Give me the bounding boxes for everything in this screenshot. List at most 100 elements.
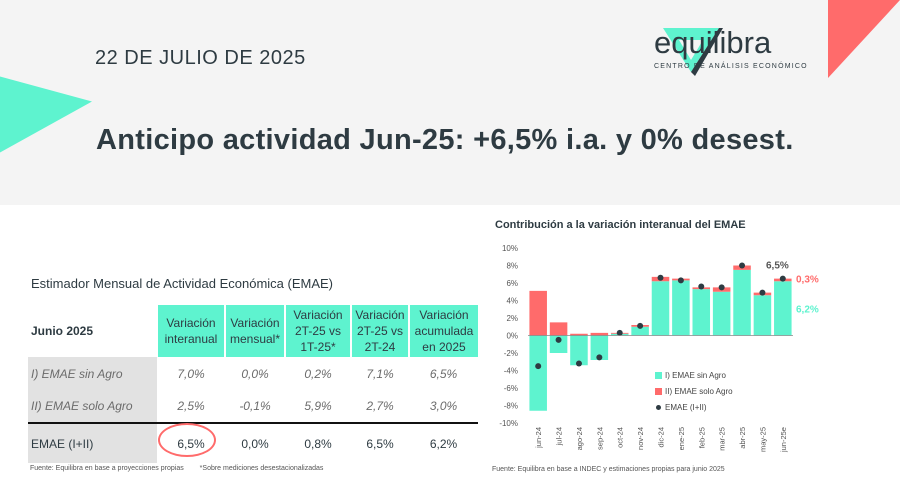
cell: 0,8% — [304, 436, 332, 451]
x-tick-label: sep-24 — [595, 427, 604, 450]
x-tick-label: may-25 — [758, 427, 767, 452]
total-point — [718, 284, 725, 291]
report-date: 22 DE JULIO DE 2025 — [95, 47, 306, 69]
equilibra-logo-icon — [663, 28, 723, 76]
row-label: I) EMAE sin Agro — [28, 357, 157, 390]
legend-swatch — [655, 388, 662, 395]
x-tick-label: jul-24 — [555, 427, 564, 446]
table-period: Junio 2025 — [31, 324, 94, 338]
y-tick-label: -8% — [504, 402, 518, 411]
table-row: II) EMAE solo Agro 2,5% -0,1% 5,9% 2,7% … — [28, 390, 478, 423]
y-tick-label: -4% — [504, 367, 518, 376]
bar-sin-agro — [529, 335, 547, 411]
bar-sin-agro — [549, 335, 568, 353]
legend-label: I) EMAE sin Agro — [665, 371, 726, 380]
total-point — [616, 329, 623, 336]
bar-sin-agro — [590, 335, 609, 360]
table-note: *Sobre mediciones desestacionalizadas — [199, 465, 324, 472]
cell: 2,7% — [366, 399, 394, 413]
x-tick-label: nov-24 — [636, 427, 645, 450]
bar-solo-agro — [529, 290, 547, 336]
total-point — [677, 277, 684, 284]
bar-sin-agro — [753, 295, 772, 336]
x-tick-label: oct-24 — [616, 427, 625, 448]
cell: 6,5% — [429, 366, 458, 381]
x-tick-label: jun-24 — [534, 427, 543, 449]
contribution-chart: -10% -8% -6% -4% -2% 0% 2% 4% 6% 8% 10% jun-24 jul-2… — [499, 244, 819, 453]
total-point — [575, 360, 582, 367]
decor-triangle-right — [828, 0, 900, 78]
col-header-mensual: Variación mensual* — [224, 305, 285, 357]
x-tick-label: feb-25 — [697, 427, 706, 448]
decor-triangle-left — [0, 63, 92, 153]
table-title: Estimador Mensual de Actividad Económica… — [31, 276, 334, 291]
total-point — [739, 262, 746, 269]
annotation-agro: 0,3% — [796, 275, 819, 286]
bar-solo-agro — [570, 333, 588, 336]
cell: -0,1% — [239, 399, 271, 413]
total-point — [698, 283, 705, 290]
bar-sin-agro — [570, 335, 588, 366]
bar-solo-agro — [590, 332, 609, 336]
col-header-interanual: Variación interanual — [156, 305, 225, 357]
total-point — [535, 363, 542, 370]
y-tick-label: 2% — [506, 314, 518, 323]
page-headline: Anticipo actividad Jun-25: +6,5% i.a. y … — [96, 124, 794, 156]
total-point — [555, 336, 562, 343]
cell: 5,9% — [304, 399, 332, 413]
legend-swatch — [656, 405, 661, 410]
annotation-total: 6,5% — [766, 261, 789, 272]
bar-sin-agro — [712, 291, 731, 336]
legend-label: II) EMAE solo Agro — [665, 387, 733, 396]
total-point — [637, 322, 644, 329]
cell: 6,2% — [429, 436, 458, 451]
x-tick-label: abr-25 — [738, 427, 747, 449]
x-tick-label: mar-25 — [718, 427, 727, 451]
x-tick-label: ene-25 — [677, 427, 686, 450]
emae-table: Junio 2025 Variación interanual Variación… — [28, 305, 478, 463]
col-header-2t-vs-2t: Variación 2T-25 vs 2T-24 — [350, 305, 409, 357]
y-tick-label: 10% — [502, 244, 518, 253]
annotation-sin-agro: 6,2% — [796, 304, 819, 315]
cell: 3,0% — [429, 399, 458, 413]
x-tick-label: dic-24 — [657, 427, 666, 447]
cell: 0,0% — [241, 436, 269, 451]
header-band — [0, 0, 900, 205]
y-tick-label: 4% — [506, 297, 518, 306]
bar-solo-agro — [549, 322, 568, 336]
legend-swatch — [655, 372, 662, 379]
highlight-circle — [158, 423, 216, 457]
logo-subtitle: CENTRO DE ANÁLISIS ECONÓMICO — [654, 63, 808, 70]
y-tick-label: -6% — [504, 384, 518, 393]
table-source-text: Fuente: Equilibra en base a proyecciones… — [30, 465, 184, 472]
logo-wordmark: equilibra — [654, 25, 772, 60]
col-header-acumulada: Variación acumulada en 2025 — [408, 305, 478, 357]
table-row: I) EMAE sin Agro 7,0% 0,0% 0,2% 7,1% 6,5… — [28, 357, 478, 390]
bar-sin-agro — [651, 281, 670, 336]
bar-sin-agro — [692, 289, 711, 336]
y-tick-label: 6% — [506, 279, 518, 288]
chart-title: Contribución a la variación interanual d… — [495, 219, 746, 231]
y-tick-label: 0% — [506, 332, 518, 341]
bar-sin-agro — [733, 269, 751, 336]
total-point — [779, 275, 786, 282]
y-tick-label: -10% — [499, 419, 518, 428]
bar-sin-agro — [672, 280, 690, 336]
cell: 7,1% — [366, 366, 394, 381]
total-point — [657, 274, 664, 281]
cell: 0,2% — [304, 366, 332, 381]
table-row-total: EMAE (I+II) 6,5% 0,0% 0,8% 6,5% 6,2% — [28, 423, 478, 463]
cell: 2,5% — [177, 399, 205, 413]
chart-source: Fuente: Equilibra en base a INDEC y esti… — [492, 466, 725, 473]
total-point — [596, 354, 603, 361]
cell: 7,0% — [177, 366, 205, 381]
cell: 0,0% — [241, 366, 269, 381]
x-tick-label: ago-24 — [575, 427, 584, 450]
table-source: Fuente: Equilibra en base a proyecciones… — [30, 465, 337, 472]
total-point — [759, 289, 766, 296]
row-label: EMAE (I+II) — [28, 423, 157, 463]
y-tick-label: -2% — [504, 349, 518, 358]
col-header-2t-vs-1t: Variación 2T-25 vs 1T-25* — [284, 305, 351, 357]
bar-sin-agro — [774, 281, 792, 336]
row-label: II) EMAE solo Agro — [28, 390, 157, 423]
